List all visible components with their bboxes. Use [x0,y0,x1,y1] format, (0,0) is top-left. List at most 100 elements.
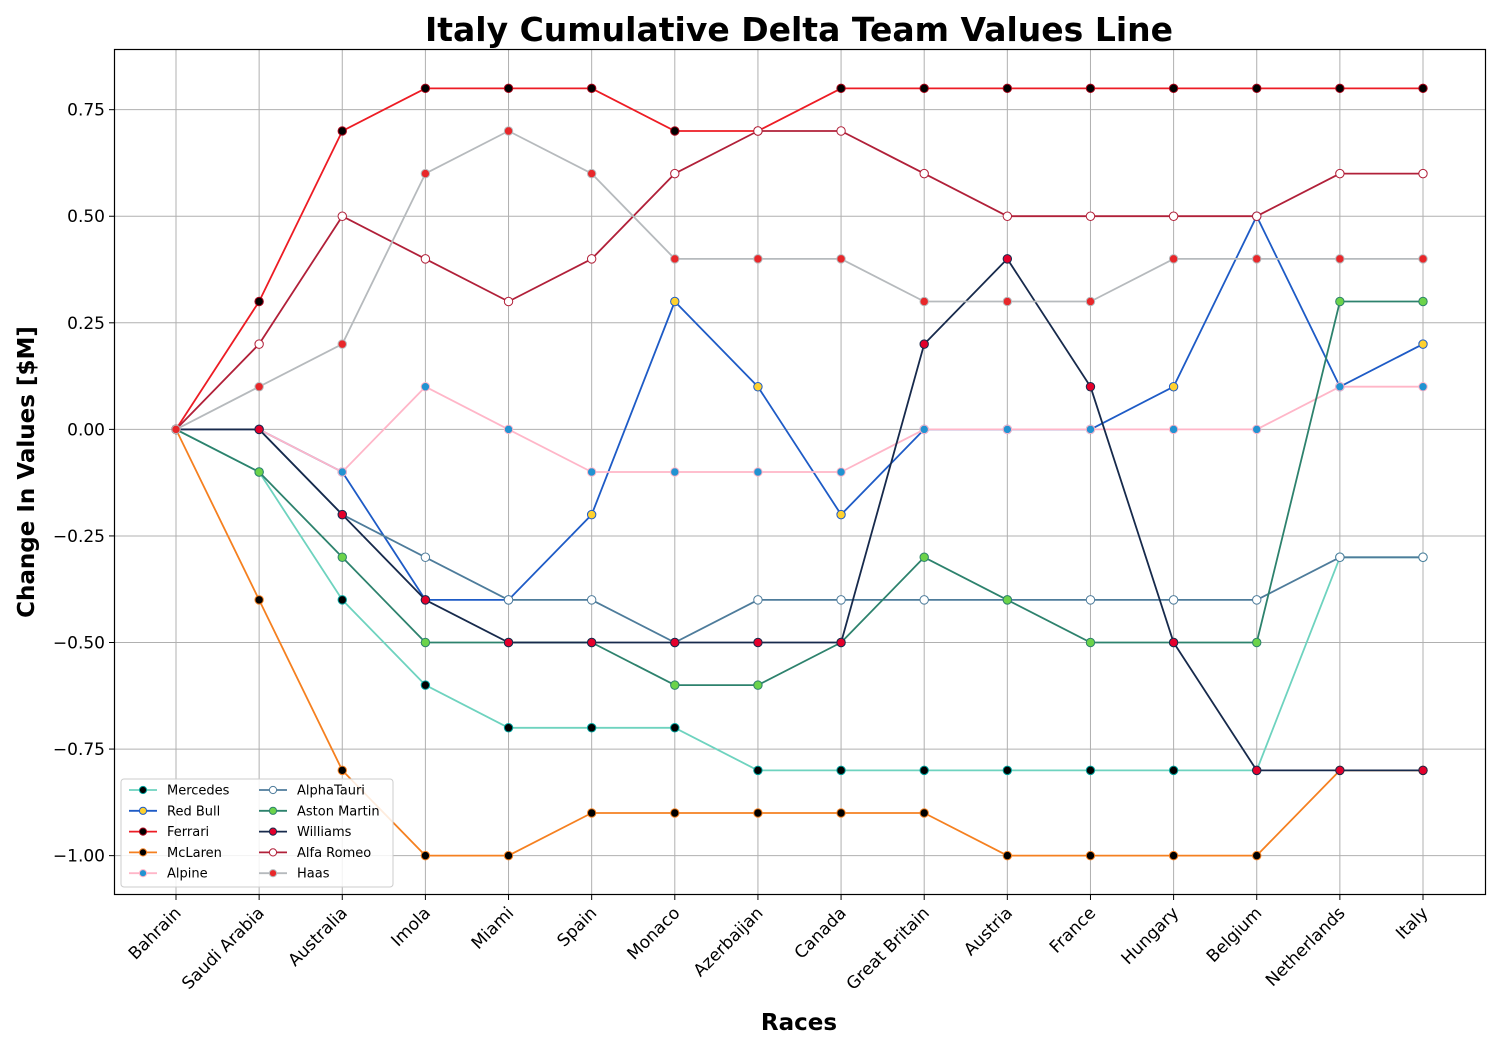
data-point [254,467,264,477]
y-tick-label: −1.00 [53,847,105,867]
data-point [420,254,431,264]
legend-label: Williams [297,825,352,840]
data-point [753,637,763,648]
data-point [670,254,680,264]
data-point [420,552,431,562]
data-point [254,339,264,349]
data-point [1085,595,1096,605]
data-point [1085,296,1096,307]
data-point [1418,382,1428,392]
data-point [1418,254,1428,264]
data-point [420,637,431,648]
data-point [836,595,846,605]
series-line [175,87,1423,430]
legend-item: Williams [259,825,352,840]
data-point [586,83,597,94]
series-line [175,300,1423,686]
data-point [1418,83,1428,94]
data-point [1085,424,1096,435]
data-point [586,637,597,648]
data-point [670,168,680,179]
series-line [175,130,1423,431]
data-point [1252,850,1262,861]
data-point [1252,595,1262,605]
legend-swatch-marker [138,785,148,795]
series-line [175,130,1423,431]
data-point [919,552,929,562]
legend-swatch-marker [138,869,148,878]
data-point [1418,552,1428,562]
data-point [503,723,514,733]
chart-title: Italy Cumulative Delta Team Values Line [425,10,1173,49]
data-point [1002,83,1013,94]
data-point [1168,254,1179,264]
y-tick-label: −0.50 [53,634,105,654]
data-point [1002,765,1013,776]
data-point [836,254,846,264]
data-point [420,382,431,392]
data-point [503,637,514,648]
legend-swatch-marker [268,806,278,815]
data-point [1085,83,1096,94]
data-point [1002,211,1013,221]
data-point [1168,595,1179,605]
data-point [753,382,763,392]
data-point [337,552,347,562]
data-point [1335,254,1345,264]
legend-label: Ferrari [167,825,209,840]
series-line [176,257,1423,772]
data-point [337,211,347,221]
data-point [1085,637,1096,648]
legend-label: Mercedes [167,784,230,799]
legend-box [120,778,394,888]
legend-item: Mercedes [129,784,230,799]
data-point [254,382,264,392]
data-point [1418,339,1428,349]
data-point [753,808,763,818]
data-point [670,723,680,733]
data-point [337,339,347,349]
series-haas [171,126,1428,435]
data-point [919,296,929,307]
legend-item: Ferrari [129,825,209,840]
legend-label: AlphaTauri [297,784,365,799]
data-point [503,424,514,435]
data-point [1252,424,1262,435]
y-axis: 0.75 0.50 0.25 0.00 −0.25 −0.50 −0.75 −1.00 [53,101,115,867]
y-tick-label: 0.75 [67,101,105,121]
legend-swatch-marker [268,869,278,878]
data-point [586,509,597,520]
data-point [753,765,763,776]
data-point [1335,382,1345,392]
series-alfa-romeo [171,126,1428,435]
data-point [1335,168,1345,179]
data-point [1168,850,1179,861]
data-point [420,168,431,179]
data-point [254,296,264,307]
y-tick-label: 0.25 [67,314,105,334]
data-point [670,296,680,307]
data-point [919,765,929,776]
data-point [586,467,597,477]
data-point [753,254,763,264]
legend-label: Haas [297,867,330,882]
data-point [753,126,763,136]
data-point [919,168,929,179]
data-point [420,83,431,94]
data-point [1252,211,1262,221]
legend-item: McLaren [129,846,222,861]
data-point [337,595,347,605]
data-point [1085,850,1096,861]
legend-item: Alfa Romeo [259,846,371,861]
data-point [337,126,347,136]
data-point [1168,637,1179,648]
legend-swatch-marker [268,785,278,795]
data-point [1085,382,1096,392]
data-point [171,424,181,435]
data-point [1335,552,1345,562]
data-point [753,595,763,605]
legend-swatch-marker [268,848,278,857]
data-point [1335,296,1345,307]
legend-label: McLaren [167,846,222,861]
